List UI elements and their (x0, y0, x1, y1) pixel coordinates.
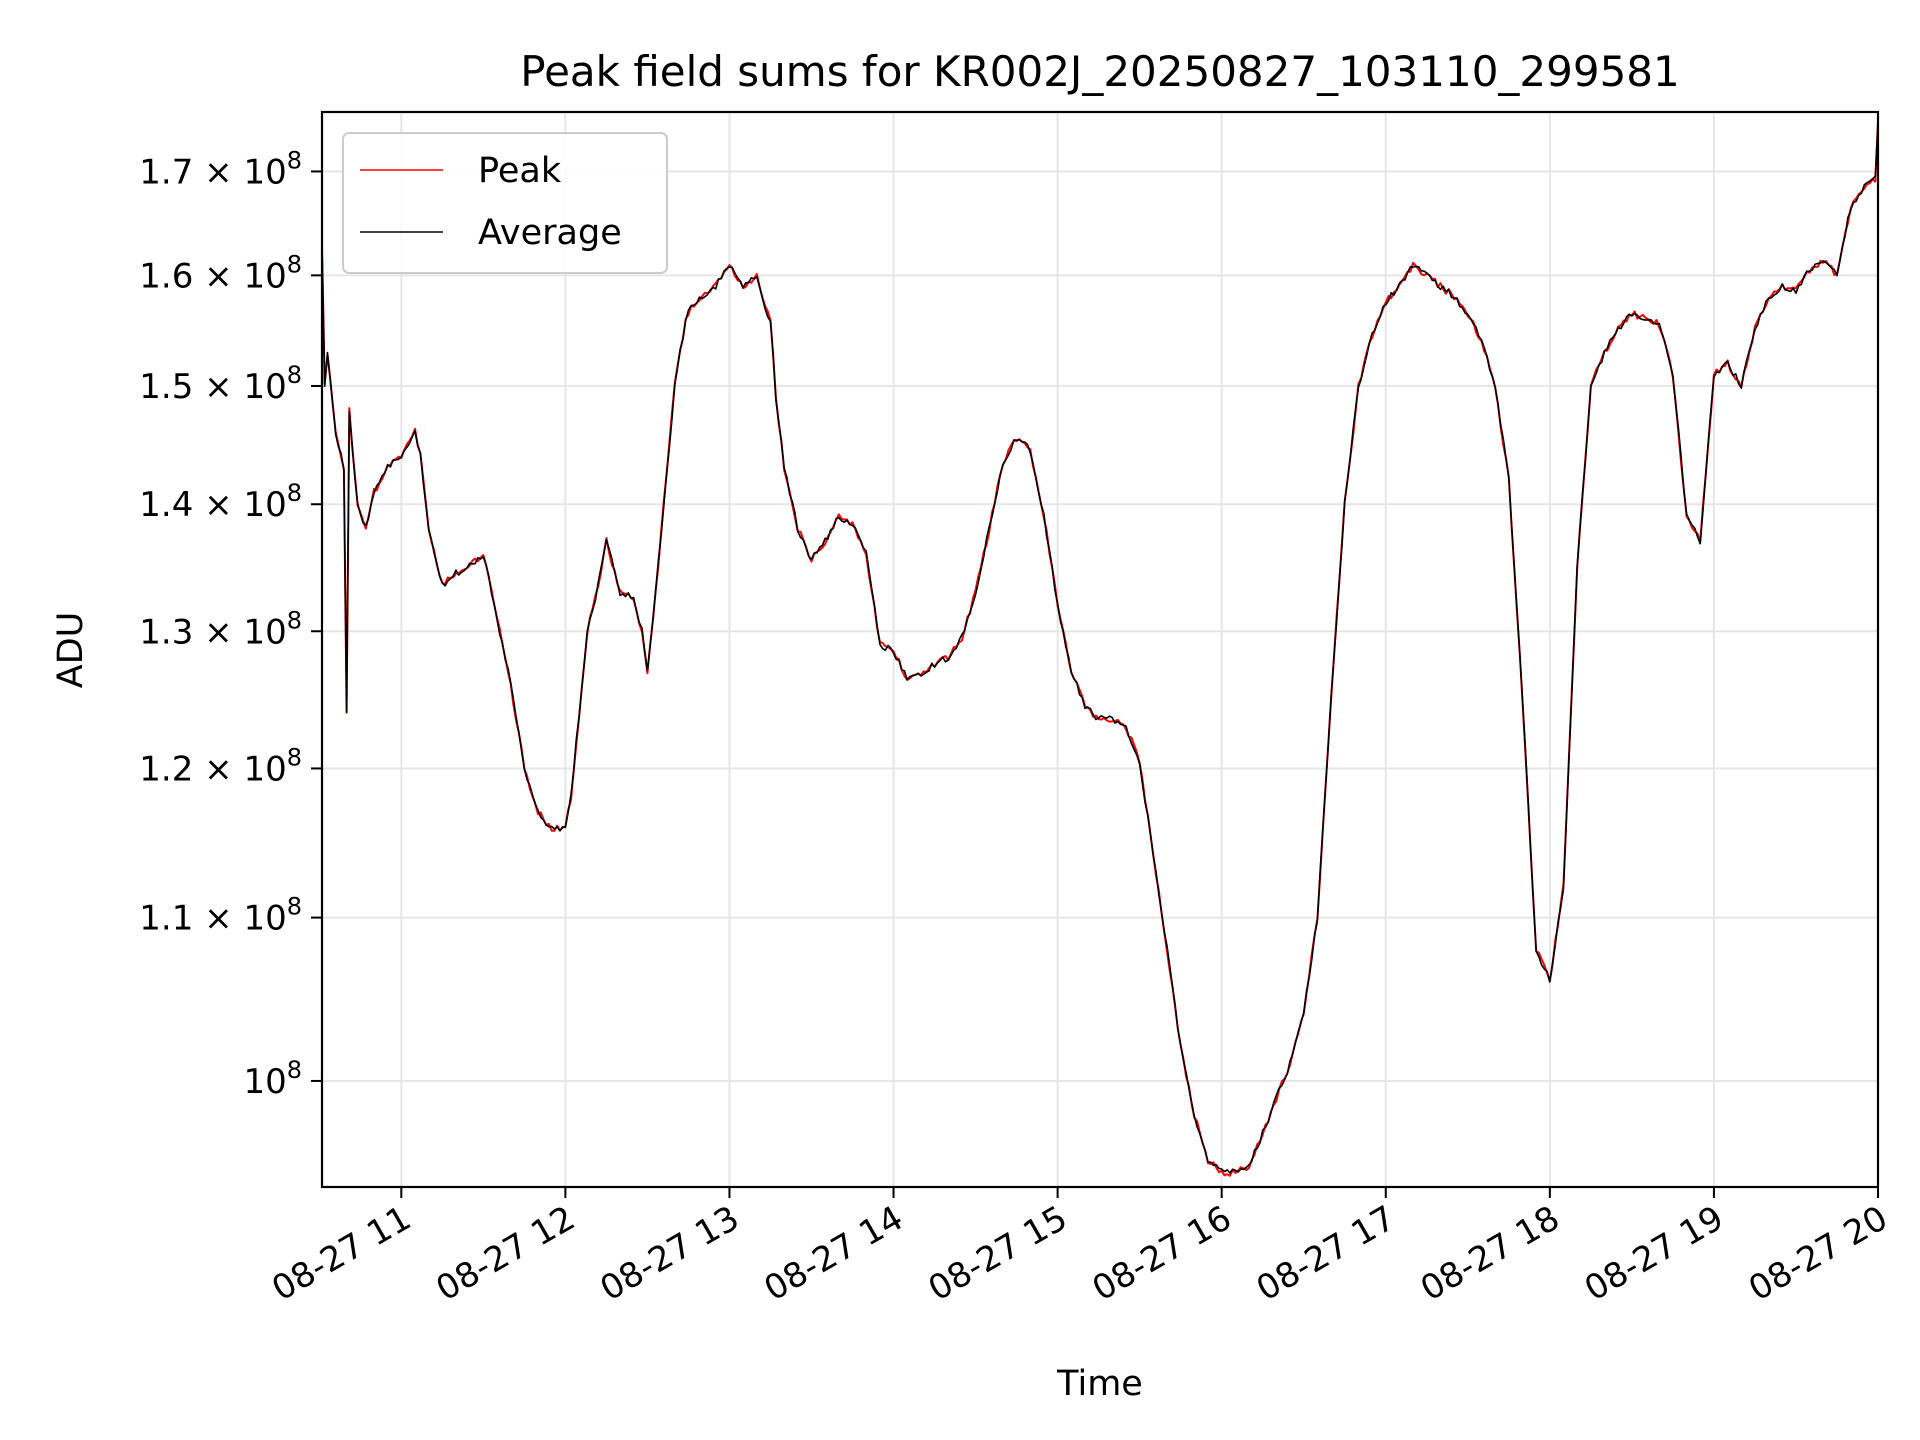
y-tick-label: 1.2 × 108 (139, 743, 302, 789)
y-tick-label: 1.1 × 108 (139, 893, 302, 939)
y-axis-ticks: 108 1.1 × 108 1.2 × 108 1.3 × 108 1.4 × 108 1… (139, 146, 322, 1102)
y-tick-label: 1.7 × 108 (139, 146, 302, 192)
series-line-average (321, 121, 1879, 1174)
x-axis-label: Time (1056, 1364, 1143, 1404)
series-lines (321, 121, 1879, 1177)
legend: Peak Average (342, 132, 668, 274)
y-tick-label: 1.3 × 108 (139, 606, 302, 652)
y-tick-label: 1.5 × 108 (139, 361, 302, 407)
y-tick-label: 108 (243, 1056, 302, 1102)
plot-frame (320, 110, 1880, 1189)
grid-lines (322, 112, 1879, 1187)
y-tick-label: 1.6 × 108 (139, 250, 302, 296)
legend-label-peak: Peak (478, 151, 562, 191)
y-tick-label: 1.4 × 108 (139, 479, 302, 525)
legend-label-average: Average (478, 213, 622, 253)
y-axis-label: ADU (51, 612, 91, 689)
legend-box (342, 132, 668, 274)
chart-title: Peak field sums for KR002J_20250827_1031… (520, 47, 1680, 96)
